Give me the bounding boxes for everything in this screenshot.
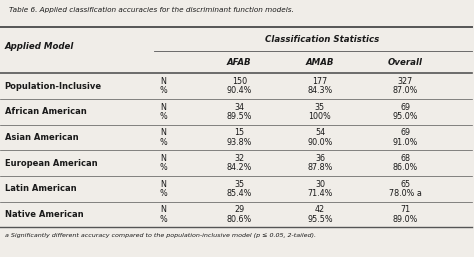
Text: 29: 29	[234, 205, 245, 215]
Text: N: N	[161, 103, 166, 112]
Text: 90.0%: 90.0%	[307, 137, 333, 147]
Text: N: N	[161, 77, 166, 86]
Text: %: %	[160, 163, 167, 172]
Text: 85.4%: 85.4%	[227, 189, 252, 198]
Text: European American: European American	[5, 159, 97, 168]
Text: 78.0% a: 78.0% a	[389, 189, 422, 198]
Text: 34: 34	[234, 103, 245, 112]
Text: AFAB: AFAB	[227, 58, 252, 67]
Text: Applied Model: Applied Model	[5, 42, 74, 51]
Text: 90.4%: 90.4%	[227, 86, 252, 95]
Text: 87.0%: 87.0%	[392, 86, 418, 95]
Text: %: %	[160, 86, 167, 95]
Text: 91.0%: 91.0%	[392, 137, 418, 147]
Text: 68: 68	[400, 154, 410, 163]
Text: 100%: 100%	[309, 112, 331, 121]
Text: 177: 177	[312, 77, 328, 86]
Text: AMAB: AMAB	[306, 58, 334, 67]
Text: Table 6. Applied classification accuracies for the discriminant function models.: Table 6. Applied classification accuraci…	[9, 6, 294, 13]
Text: N: N	[161, 154, 166, 163]
Text: 15: 15	[234, 128, 245, 137]
Text: 69: 69	[400, 128, 410, 137]
Text: N: N	[161, 205, 166, 215]
Text: 87.8%: 87.8%	[307, 163, 333, 172]
Text: 65: 65	[400, 180, 410, 189]
Text: 80.6%: 80.6%	[227, 215, 252, 224]
Text: Classification Statistics: Classification Statistics	[265, 35, 380, 44]
Text: 150: 150	[232, 77, 247, 86]
Text: 69: 69	[400, 103, 410, 112]
Text: 35: 35	[315, 103, 325, 112]
Text: 89.5%: 89.5%	[227, 112, 252, 121]
Text: Native American: Native American	[5, 210, 83, 219]
Text: 95.5%: 95.5%	[307, 215, 333, 224]
Text: 95.0%: 95.0%	[392, 112, 418, 121]
Text: 71: 71	[400, 205, 410, 215]
Text: a Significantly different accuracy compared to the population-inclusive model (p: a Significantly different accuracy compa…	[5, 233, 316, 237]
Text: Population-Inclusive: Population-Inclusive	[5, 81, 102, 91]
Text: Latin American: Latin American	[5, 184, 76, 194]
Text: %: %	[160, 137, 167, 147]
Text: Overall: Overall	[388, 58, 423, 67]
Text: 93.8%: 93.8%	[227, 137, 252, 147]
Text: African American: African American	[5, 107, 86, 116]
Text: 32: 32	[234, 154, 245, 163]
Text: N: N	[161, 180, 166, 189]
Text: 42: 42	[315, 205, 325, 215]
Text: 71.4%: 71.4%	[307, 189, 333, 198]
Text: 36: 36	[315, 154, 325, 163]
Text: 30: 30	[315, 180, 325, 189]
Text: Asian American: Asian American	[5, 133, 78, 142]
Text: N: N	[161, 128, 166, 137]
Text: 89.0%: 89.0%	[392, 215, 418, 224]
Text: %: %	[160, 189, 167, 198]
Text: %: %	[160, 112, 167, 121]
Text: 86.0%: 86.0%	[392, 163, 418, 172]
Text: 84.3%: 84.3%	[307, 86, 333, 95]
Text: %: %	[160, 215, 167, 224]
Text: 84.2%: 84.2%	[227, 163, 252, 172]
Text: 54: 54	[315, 128, 325, 137]
Text: 327: 327	[398, 77, 413, 86]
Text: 35: 35	[234, 180, 245, 189]
